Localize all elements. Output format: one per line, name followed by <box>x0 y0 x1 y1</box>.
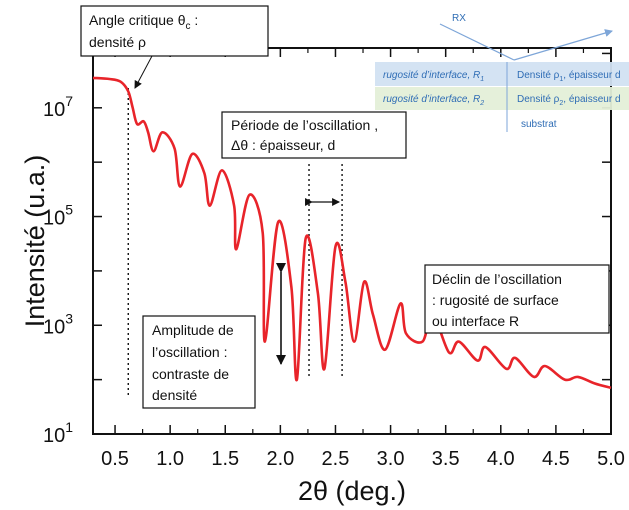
svg-text:Déclin de l’oscillation: Déclin de l’oscillation <box>432 271 562 287</box>
svg-text:Période de l’oscillation ,: Période de l’oscillation , <box>231 117 378 133</box>
inset-layer-2 <box>375 87 629 110</box>
inset-rx-label: RX <box>452 13 466 24</box>
x-tick-labels: 0.5 1.0 1.5 2.0 2.5 3.0 3.5 4.0 4.5 5.0 <box>101 448 625 470</box>
x-tick-label: 4.5 <box>542 448 570 470</box>
x-tick-label: 1.5 <box>211 448 239 470</box>
svg-text:Amplitude de: Amplitude de <box>152 322 234 338</box>
svg-text:densité ρ: densité ρ <box>89 34 146 50</box>
y-tick-label: 105 <box>43 202 73 230</box>
x-tick-label: 3.5 <box>432 448 460 470</box>
svg-text:Δθ : épaisseur, d: Δθ : épaisseur, d <box>231 137 335 153</box>
x-tick-label: 0.5 <box>101 448 129 470</box>
svg-text:: rugosité de surface: : rugosité de surface <box>432 292 559 308</box>
plot-frame <box>92 47 612 435</box>
x-tick-label: 5.0 <box>597 448 625 470</box>
x-tick-label: 2.0 <box>266 448 294 470</box>
inset-layer2-roughness: rugosité d’interface, R2 <box>383 94 484 107</box>
y-tick-label: 103 <box>43 310 73 338</box>
layer-inset: RX rugosité d’interface, R1 Densité ρ1, … <box>375 13 629 132</box>
inset-layer1-density: Densité ρ1, épaisseur d <box>517 70 621 83</box>
x-tick-label: 2.5 <box>322 448 350 470</box>
annotation-period: Période de l’oscillation , Δθ : épaisseu… <box>221 111 407 206</box>
x-tick-label: 1.0 <box>156 448 184 470</box>
y-tick-label: 107 <box>43 93 73 121</box>
svg-text:ou interface R: ou interface R <box>432 313 519 329</box>
svg-text:contraste de: contraste de <box>152 366 229 382</box>
annotation-critical-angle: Angle critique θc : densité ρ <box>80 5 269 89</box>
svg-text:Angle critique θc :: Angle critique θc : <box>89 12 198 32</box>
x-tick-label: 4.0 <box>487 448 515 470</box>
inset-layer1-roughness: rugosité d’interface, R1 <box>383 70 484 83</box>
annotation-amplitude: Amplitude de l’oscillation : contraste d… <box>142 263 286 409</box>
inset-layer-1 <box>375 62 629 86</box>
y-tick-label: 101 <box>43 419 73 447</box>
reflectivity-curve <box>92 76 612 390</box>
svg-text:densité: densité <box>152 387 197 403</box>
annotation-decline: Déclin de l’oscillation : rugosité de su… <box>424 264 610 334</box>
x-tick-label: 3.0 <box>377 448 405 470</box>
y-tick-labels: 101 103 105 107 <box>43 93 73 447</box>
x-axis-label: 2θ (deg.) <box>298 476 406 506</box>
svg-text:l’oscillation :: l’oscillation : <box>152 344 227 360</box>
y-axis-label: Intensité (u.a.) <box>20 155 50 328</box>
inset-substrate-label: substrat <box>521 119 557 130</box>
inset-layer2-density: Densité ρ2, épaisseur d <box>517 94 621 107</box>
